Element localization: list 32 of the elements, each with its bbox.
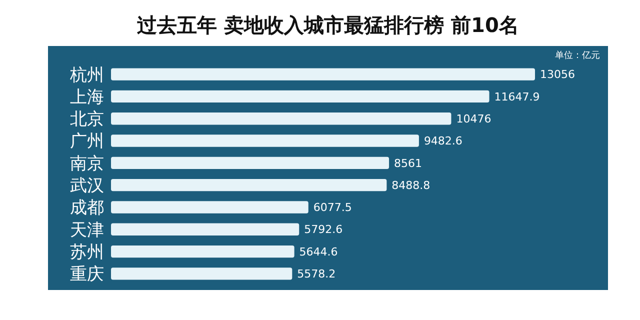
- bar: [111, 134, 419, 147]
- data-label: 5644.6: [299, 245, 338, 258]
- y-tick-label: 北京: [70, 110, 104, 130]
- bar: [111, 268, 292, 280]
- y-tick-label: 上海: [70, 87, 104, 108]
- data-label: 13056: [540, 68, 575, 82]
- y-tick-label: 重庆: [70, 264, 104, 285]
- data-label: 9482.6: [424, 134, 462, 148]
- y-tick-label: 南京: [70, 154, 104, 174]
- y-tick-label: 成都: [70, 198, 104, 218]
- bar: [111, 245, 294, 258]
- data-label: 5578.2: [297, 268, 336, 281]
- data-label: 11647.9: [494, 90, 540, 104]
- bar: [111, 68, 535, 80]
- text: 单位：亿元: [555, 50, 600, 61]
- bar: [111, 156, 390, 170]
- data-label: 6077.5: [313, 201, 352, 214]
- y-tick-label: 广州: [70, 132, 104, 152]
- y-tick-label: 武汉: [70, 176, 104, 196]
- y-tick-label: 杭州: [69, 65, 104, 86]
- data-label: 8561: [394, 156, 422, 170]
- data-label: 5792.6: [304, 223, 343, 236]
- bar: [111, 90, 490, 103]
- data-label: 10476: [456, 112, 492, 126]
- bar: [111, 112, 452, 125]
- y-tick-label: 天津: [70, 220, 104, 240]
- data-label: 8488.8: [392, 178, 430, 192]
- bar: [111, 223, 300, 236]
- bar: [111, 201, 308, 214]
- y-tick-label: 苏州: [70, 242, 104, 262]
- chart-title: 过去五年 卖地收入城市最猛排行榜 前10名: [136, 13, 519, 37]
- bar: [111, 178, 387, 192]
